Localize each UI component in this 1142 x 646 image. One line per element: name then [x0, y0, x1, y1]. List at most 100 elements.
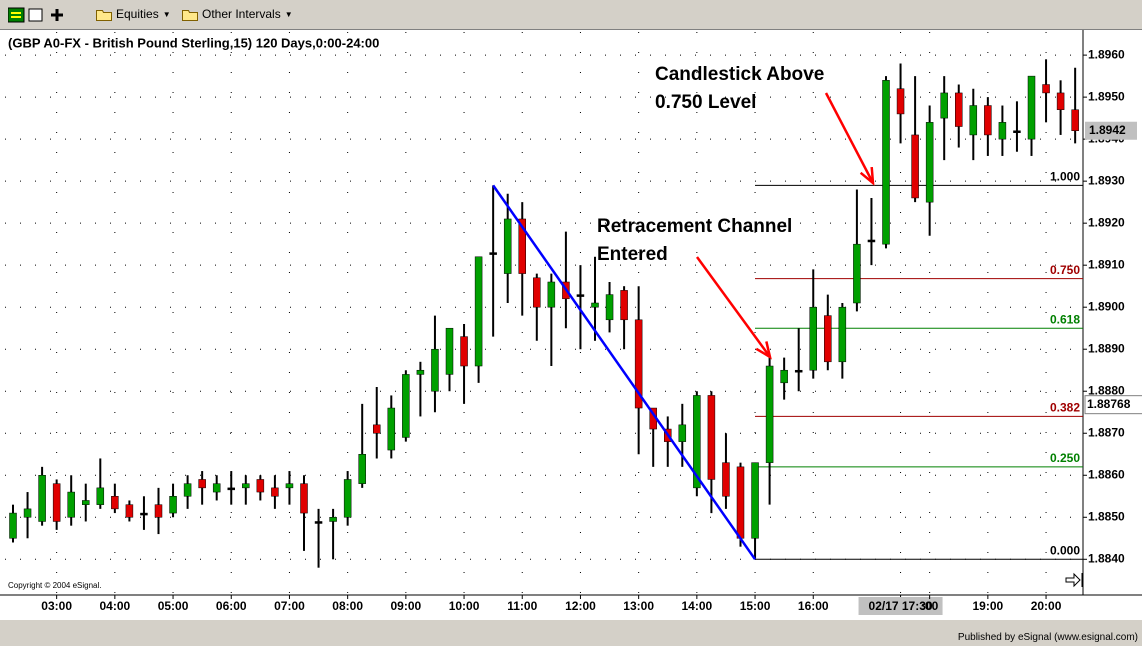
y-tick-label: 1.8930	[1088, 173, 1125, 187]
chart-bg	[0, 30, 1142, 620]
x-tick-label: 09:00	[390, 599, 421, 613]
chart: (GBP A0-FX - British Pound Sterling,15) …	[0, 30, 1142, 620]
candle-body	[955, 92, 963, 127]
arrow-head	[859, 166, 875, 186]
x-tick-label: 13:00	[623, 599, 654, 613]
candle-body	[183, 483, 192, 497]
x-tick-label: :00	[921, 599, 939, 613]
candle-body	[285, 483, 294, 489]
candle-body	[605, 294, 614, 321]
candle-body	[343, 479, 352, 518]
candle-body	[634, 319, 643, 409]
x-tick-label: 06:00	[216, 599, 247, 613]
candle-body	[1027, 75, 1036, 140]
candle-body	[9, 512, 17, 539]
candle-body	[722, 462, 730, 497]
candle-body	[52, 483, 61, 522]
candle-body	[242, 483, 250, 489]
x-tick-label: 04:00	[99, 599, 130, 613]
candle-body	[300, 483, 308, 514]
x-tick-label: 08:00	[332, 599, 363, 613]
candle-body	[693, 395, 701, 489]
candle-body	[271, 487, 279, 497]
candle-body	[489, 252, 497, 255]
candle-body	[314, 521, 323, 524]
candle-body	[23, 508, 32, 518]
candle-body	[416, 369, 425, 375]
fib-label: 1.000	[1050, 170, 1080, 184]
annotation: Entered	[597, 244, 668, 265]
y-tick-label: 1.8870	[1088, 425, 1125, 439]
x-tick-label: 11:00	[507, 599, 537, 613]
y-tick-label: 1.8880	[1088, 383, 1125, 397]
candle-body	[882, 80, 890, 245]
dropdown-arrow: ▼	[162, 9, 171, 19]
candle-body	[518, 218, 526, 274]
candle-body	[736, 466, 745, 539]
x-tick-label: 16:00	[798, 599, 829, 613]
y-tick-label: 1.8950	[1088, 89, 1125, 103]
candle-body	[547, 281, 556, 308]
candle-body	[387, 407, 396, 451]
y-tick-label: 1.8960	[1088, 47, 1125, 61]
candle-body	[1056, 92, 1065, 110]
candle-body	[67, 491, 75, 518]
menu-label: Equities	[116, 7, 159, 21]
scroll-icon[interactable]	[1065, 572, 1083, 588]
cursor-time-box	[858, 597, 943, 615]
footer: Published by eSignal (www.esignal.com)	[957, 632, 1138, 643]
x-tick-label: 20:00	[1031, 599, 1062, 613]
candle-body	[256, 479, 265, 493]
candle-body	[925, 122, 934, 203]
candle-body	[969, 105, 978, 136]
y-tick-label: 1.8840	[1088, 551, 1125, 565]
icons	[8, 7, 63, 23]
candle-body	[576, 294, 585, 297]
candle-body	[867, 239, 876, 243]
candle-body	[402, 374, 410, 438]
x-tick-label: 05:00	[158, 599, 189, 613]
arrow-head	[755, 341, 772, 360]
fib-label: 0.000	[1050, 543, 1080, 557]
x-tick-label: 07:00	[274, 599, 305, 613]
x-tick-label: 10:00	[449, 599, 480, 613]
trendline	[492, 184, 757, 561]
candle-body	[212, 483, 221, 493]
x-tick-label: 03:00	[41, 599, 72, 613]
dropdown-arrow: ▼	[284, 9, 293, 19]
candle-body	[751, 462, 759, 539]
x-tick-label: 19:00	[972, 599, 1003, 613]
candle-body	[1071, 109, 1079, 131]
copyright: Copyright © 2004 eSignal.	[8, 581, 102, 590]
candle-body	[911, 134, 919, 199]
annotation: 0.750 Level	[655, 92, 756, 113]
equities-menu[interactable]: Equities ▼	[96, 7, 171, 21]
candle-body	[1013, 130, 1021, 133]
candle-body	[169, 496, 177, 514]
candle-body	[373, 424, 381, 434]
x-tick-label: 02/17 17:30	[869, 599, 933, 613]
candle-body	[780, 369, 788, 384]
annotation-arrow	[824, 92, 875, 184]
y-tick-label: 1.8920	[1088, 215, 1125, 229]
candle-body	[82, 500, 90, 505]
x-tick-label: 12:00	[565, 599, 596, 613]
x-tick-label: 14:00	[681, 599, 712, 613]
candle-body	[474, 256, 483, 367]
toolbar-icons[interactable]	[8, 7, 70, 23]
candle-body	[125, 504, 134, 518]
candle-body	[198, 479, 206, 489]
last-price-label: 1.8942	[1089, 123, 1126, 137]
candle-body	[96, 487, 105, 505]
chart-title: (GBP A0-FX - British Pound Sterling,15) …	[8, 35, 379, 50]
x-tick-label: 15:00	[740, 599, 771, 613]
candle-body	[853, 243, 861, 304]
candle-body	[1042, 84, 1050, 94]
candle-body	[329, 517, 337, 522]
y-tick-label: 1.8890	[1088, 341, 1125, 355]
cursor-price-label: 1.88768	[1087, 397, 1131, 411]
folder-icon	[182, 9, 198, 21]
fib-label: 0.618	[1050, 312, 1080, 326]
intervals-menu[interactable]: Other Intervals ▼	[182, 7, 293, 21]
